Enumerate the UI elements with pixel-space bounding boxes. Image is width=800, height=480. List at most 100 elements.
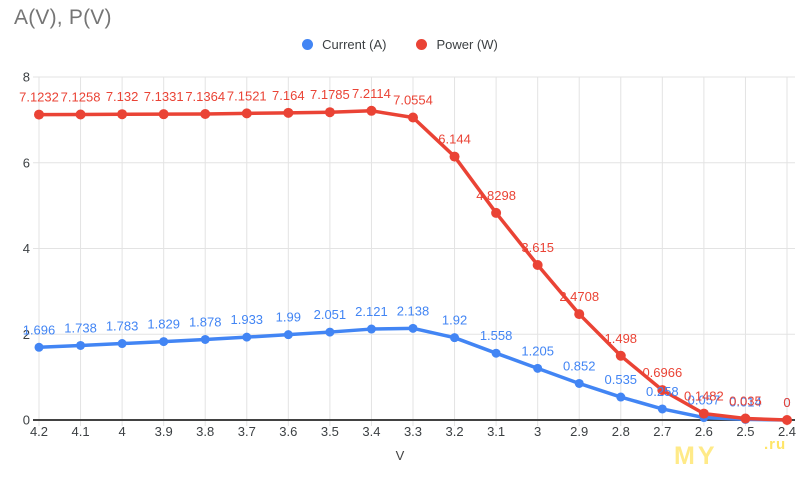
power-w-point — [117, 109, 128, 120]
legend: Current (A) Power (W) — [0, 37, 800, 52]
current-a-point-label: 0 — [783, 395, 790, 410]
legend-item-power: Power (W) — [416, 37, 498, 52]
current-a-point — [408, 323, 418, 333]
power-w-point-label: 7.1785 — [310, 87, 350, 102]
power-w-point-label: 7.132 — [106, 89, 139, 104]
current-a-point-label: 1.205 — [521, 343, 554, 358]
current-a-point — [200, 334, 210, 344]
current-a-point — [159, 337, 169, 347]
power-w-point — [324, 107, 335, 118]
current-a-point-label: 0.258 — [646, 384, 679, 399]
x-tick-label: 3.6 — [279, 424, 297, 439]
x-tick-label: 3.7 — [238, 424, 256, 439]
power-w-point — [740, 413, 751, 424]
current-a-point — [657, 404, 667, 414]
power-w-point-label: 7.1232 — [19, 90, 59, 105]
current-a-point-label: 1.878 — [189, 314, 222, 329]
x-tick-label: 3.4 — [362, 424, 380, 439]
legend-item-current: Current (A) — [302, 37, 386, 52]
power-w-point-label: 7.1521 — [227, 88, 267, 103]
current-a-point-label: 2.138 — [397, 303, 430, 318]
x-tick-label: 4.1 — [72, 424, 90, 439]
current-a-point-label: 1.783 — [106, 319, 139, 334]
power-w-point-label: 7.1331 — [144, 89, 184, 104]
x-tick-label: 3.1 — [487, 424, 505, 439]
watermark-text: MY — [674, 442, 718, 470]
x-tick-label: 3.3 — [404, 424, 422, 439]
current-a-point — [616, 392, 626, 402]
power-w-point-label: 2.4708 — [559, 289, 599, 304]
x-tick-label: 3 — [534, 424, 541, 439]
current-a-point-label: 0.535 — [605, 372, 638, 387]
legend-label-current: Current (A) — [322, 37, 387, 52]
current-a-point — [34, 342, 44, 352]
current-a-point-label: 1.99 — [276, 310, 301, 325]
power-w-point — [158, 109, 169, 120]
power-w-point-label: 7.2114 — [352, 86, 391, 101]
x-tick-label: 2.9 — [570, 424, 588, 439]
power-w-point-label: 0.1482 — [684, 389, 724, 404]
current-a-point — [117, 339, 127, 349]
power-w-point — [574, 309, 585, 320]
power-w-point-label: 7.1258 — [61, 89, 101, 104]
x-tick-label: 3.5 — [321, 424, 339, 439]
power-w-point — [75, 109, 86, 120]
current-a-point — [574, 378, 584, 388]
power-w-point — [532, 260, 543, 271]
power-w-point-label: 0 — [783, 395, 790, 410]
power-w-point-label: 0.6966 — [642, 365, 682, 380]
current-a-point-label: 0.057 — [688, 393, 721, 408]
current-a-point-label: 1.696 — [23, 322, 56, 337]
power-w-point-label: 4.8298 — [476, 188, 516, 203]
current-a-point-label: 2.121 — [355, 304, 388, 319]
power-w-point-label: 7.0554 — [393, 92, 433, 107]
power-w-point-label: 6.144 — [438, 132, 471, 147]
power-w-point — [241, 108, 252, 119]
current-a-point-label: 1.558 — [480, 328, 513, 343]
x-tick-label: 4.2 — [30, 424, 48, 439]
current-a-point — [366, 324, 376, 334]
power-w-point — [408, 112, 418, 123]
current-a-point — [450, 333, 460, 343]
power-w-point — [698, 408, 709, 419]
x-tick-label: 2.4 — [778, 424, 796, 439]
current-a-point-label: 1.829 — [147, 317, 180, 332]
x-axis-title: V — [395, 448, 405, 463]
current-series-dot-icon — [302, 39, 314, 50]
y-tick-label: 4 — [23, 241, 30, 256]
x-tick-label: 4 — [118, 424, 125, 439]
power-w-point — [615, 350, 626, 361]
current-a-point-label: 0.852 — [563, 358, 596, 373]
current-a-point — [491, 348, 501, 358]
y-tick-label: 2 — [23, 327, 30, 342]
power-w-point — [449, 151, 460, 162]
power-w-point — [366, 105, 377, 116]
current-a-point — [325, 327, 335, 337]
power-w-point — [657, 385, 668, 396]
power-w-point — [283, 107, 294, 118]
power-w-point-label: 1.498 — [605, 331, 638, 346]
x-tick-label: 3.2 — [446, 424, 464, 439]
current-a-point — [283, 330, 293, 340]
x-tick-label: 2.8 — [612, 424, 630, 439]
power-w-point — [782, 415, 792, 425]
x-tick-label: 2.7 — [653, 424, 671, 439]
y-tick-label: 6 — [23, 155, 30, 170]
power-w-point-label: 7.1364 — [185, 89, 225, 104]
power-series-dot-icon — [416, 39, 428, 50]
legend-label-power: Power (W) — [436, 37, 498, 52]
power-w-point — [34, 109, 44, 120]
current-a-point — [533, 363, 543, 373]
current-a-point-label: 1.738 — [64, 320, 97, 335]
power-w-point-label: 0.035 — [729, 393, 762, 408]
current-a-point — [242, 332, 252, 342]
watermark-suffix: .ru — [764, 436, 787, 453]
current-a-point-label: 1.92 — [442, 313, 467, 328]
y-tick-label: 0 — [23, 413, 30, 428]
x-tick-label: 2.6 — [695, 424, 713, 439]
chart-title: A(V), P(V) — [14, 6, 112, 29]
current-a-point-label: 2.051 — [314, 307, 347, 322]
current-a-point — [76, 340, 86, 350]
